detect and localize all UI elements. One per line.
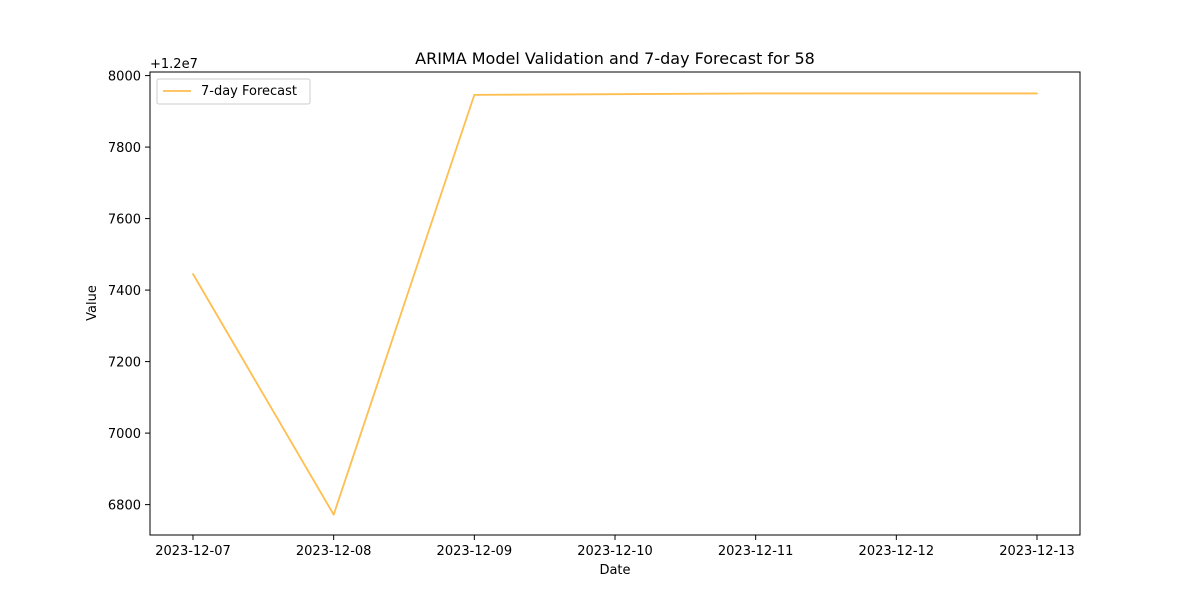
y-tick-label: 7600 (108, 213, 141, 228)
data-point (895, 92, 898, 95)
data-point (192, 273, 194, 275)
data-point (332, 513, 335, 516)
x-tick-label: 2023-12-13 (999, 544, 1075, 559)
x-tick-label: 2023-12-07 (155, 544, 231, 559)
x-tick-label: 2023-12-11 (718, 544, 794, 559)
x-axis: 2023-12-07 2023-12-08 2023-12-09 2023-12-10… (155, 535, 1075, 559)
y-axis: 6800 7000 7200 7400 7600 7800 8000 (108, 70, 150, 514)
data-point (614, 93, 616, 96)
y-tick-label: 7800 (108, 141, 141, 156)
y-tick-label: 6800 (108, 499, 141, 514)
y-offset-label: +1.2e7 (150, 57, 198, 72)
y-tick-label: 7200 (108, 356, 141, 371)
data-point (754, 92, 757, 95)
x-tick-label: 2023-12-12 (859, 544, 935, 559)
legend-box (156, 78, 311, 105)
x-tick-label: 2023-12-08 (296, 544, 372, 559)
legend: 7-day Forecast (156, 78, 311, 105)
data-point (473, 93, 476, 96)
chart-title: ARIMA Model Validation and 7-day Forecas… (415, 49, 815, 68)
y-axis-label: Value (85, 285, 100, 321)
y-tick-label: 7400 (108, 284, 141, 299)
series-layer (192, 92, 1038, 516)
legend-label: 7-day Forecast (201, 84, 297, 99)
y-tick-label: 8000 (108, 70, 141, 85)
x-axis-label: Date (599, 563, 630, 578)
x-tick-label: 2023-12-10 (577, 544, 653, 559)
data-point (1036, 92, 1038, 95)
y-tick-label: 7000 (108, 427, 141, 442)
x-tick-label: 2023-12-09 (437, 544, 513, 559)
plot-area (150, 72, 1080, 535)
